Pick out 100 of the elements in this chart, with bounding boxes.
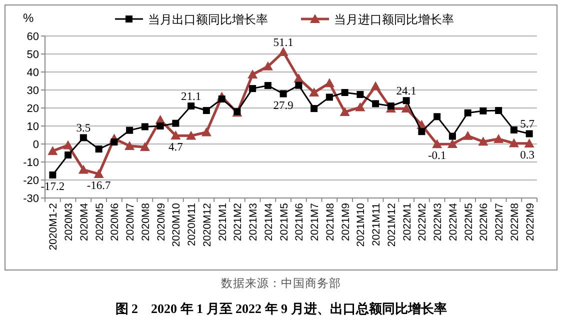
point bbox=[95, 146, 102, 153]
y-tick-label: 10 bbox=[26, 121, 39, 133]
point bbox=[462, 130, 473, 140]
x-tick-label: 2021M12 bbox=[386, 202, 398, 247]
point bbox=[218, 96, 226, 102]
x-tick-label: 2021M7 bbox=[309, 202, 322, 241]
x-tick-label: 2022M2 bbox=[416, 202, 429, 241]
x-tick-label: 2022M6 bbox=[478, 202, 490, 241]
data-label: 51.1 bbox=[273, 37, 294, 50]
point bbox=[80, 134, 87, 142]
point bbox=[480, 107, 487, 114]
x-tick-label: 2021M10 bbox=[355, 202, 368, 247]
data-label: -16.7 bbox=[86, 180, 112, 192]
point bbox=[341, 89, 348, 96]
point bbox=[262, 61, 273, 70]
point bbox=[201, 127, 212, 136]
x-tick-label: 2020M12 bbox=[201, 202, 214, 247]
data-label: -0.1 bbox=[428, 150, 446, 162]
x-tick-label: 2021M5 bbox=[278, 202, 290, 241]
point bbox=[140, 142, 150, 152]
y-tick-label: 40 bbox=[26, 67, 39, 79]
y-tick-label: -20 bbox=[23, 175, 39, 187]
point bbox=[202, 107, 210, 114]
y-tick-label: 50 bbox=[26, 49, 39, 61]
x-tick-label: 2021M2 bbox=[232, 202, 244, 241]
point bbox=[447, 139, 458, 148]
point bbox=[264, 82, 272, 89]
point bbox=[340, 106, 350, 116]
data-label: 24.1 bbox=[396, 86, 417, 98]
x-tick-label: 2022M4 bbox=[447, 202, 460, 241]
data-label: 3.5 bbox=[76, 122, 91, 135]
point bbox=[508, 138, 519, 148]
point bbox=[494, 134, 504, 143]
point bbox=[356, 91, 364, 98]
x-tick-label: 2020M6 bbox=[109, 202, 122, 241]
point bbox=[372, 100, 380, 108]
point bbox=[248, 70, 258, 79]
point bbox=[326, 94, 333, 101]
point bbox=[64, 151, 72, 158]
y-tick-label: -10 bbox=[23, 157, 39, 169]
x-tick-label: 2020M7 bbox=[124, 202, 137, 241]
point bbox=[249, 85, 256, 92]
point bbox=[294, 73, 304, 82]
x-tick-label: 2020M8 bbox=[140, 202, 152, 241]
x-tick-label: 2021M11 bbox=[370, 202, 383, 246]
point bbox=[309, 88, 320, 97]
x-tick-label: 2021M1 bbox=[216, 202, 229, 241]
point bbox=[464, 109, 472, 116]
source-note: 数据来源：中国商务部 bbox=[221, 276, 341, 290]
point bbox=[186, 130, 196, 140]
point bbox=[63, 140, 74, 150]
y-tick-label: 30 bbox=[26, 85, 39, 97]
y-tick-label: 0 bbox=[32, 139, 39, 151]
text: 图 2 2020 年 1 月至 2022 年 9 月进、出口总额同比增长率 bbox=[115, 301, 447, 316]
point bbox=[49, 171, 56, 178]
data-label: -17.2 bbox=[40, 180, 65, 193]
point bbox=[124, 140, 135, 150]
point bbox=[295, 82, 302, 89]
y-axis-title: % bbox=[23, 11, 34, 25]
point bbox=[495, 107, 502, 114]
x-tick-label: 2021M3 bbox=[248, 202, 260, 241]
point bbox=[448, 132, 456, 140]
x-tick-label: 2022M5 bbox=[462, 202, 475, 241]
point bbox=[280, 90, 287, 98]
data-label: 27.9 bbox=[273, 100, 294, 112]
y-tick-label: 60 bbox=[26, 31, 39, 43]
y-tick-label: -30 bbox=[23, 193, 39, 205]
x-tick-label: 2020M3 bbox=[63, 202, 76, 241]
x-tick-label: 2021M8 bbox=[324, 202, 336, 241]
x-tick-label: 2020M4 bbox=[78, 202, 90, 241]
y-tick-label: 20 bbox=[26, 103, 39, 115]
legend-label: 当月出口额同比增长率 bbox=[148, 12, 268, 26]
point bbox=[172, 120, 180, 127]
legend-label: 当月进口额同比增长率 bbox=[334, 12, 454, 26]
data-label: 5.7 bbox=[520, 118, 535, 131]
data-label: 0.3 bbox=[520, 149, 535, 162]
point bbox=[526, 130, 533, 138]
x-tick-label: 2020M1-2 bbox=[48, 202, 60, 250]
x-tick-label: 2022M9 bbox=[524, 202, 536, 241]
point bbox=[324, 78, 334, 88]
point bbox=[278, 47, 288, 56]
point bbox=[418, 128, 426, 136]
data-label: 4.7 bbox=[168, 142, 184, 154]
x-tick-label: 2020M9 bbox=[155, 202, 168, 241]
point bbox=[434, 113, 441, 120]
point bbox=[387, 102, 394, 110]
x-tick-label: 2022M7 bbox=[494, 202, 506, 241]
point bbox=[310, 105, 318, 112]
x-tick-label: 2021M4 bbox=[262, 202, 275, 241]
point bbox=[94, 169, 104, 178]
point bbox=[370, 81, 381, 90]
x-tick-label: 2021M9 bbox=[340, 202, 352, 241]
point bbox=[156, 122, 164, 130]
point bbox=[432, 139, 442, 148]
x-tick-label: 2020M11 bbox=[186, 202, 198, 246]
point bbox=[401, 104, 412, 113]
point bbox=[78, 164, 88, 174]
point bbox=[110, 138, 118, 146]
point bbox=[170, 130, 181, 140]
point bbox=[141, 123, 148, 130]
